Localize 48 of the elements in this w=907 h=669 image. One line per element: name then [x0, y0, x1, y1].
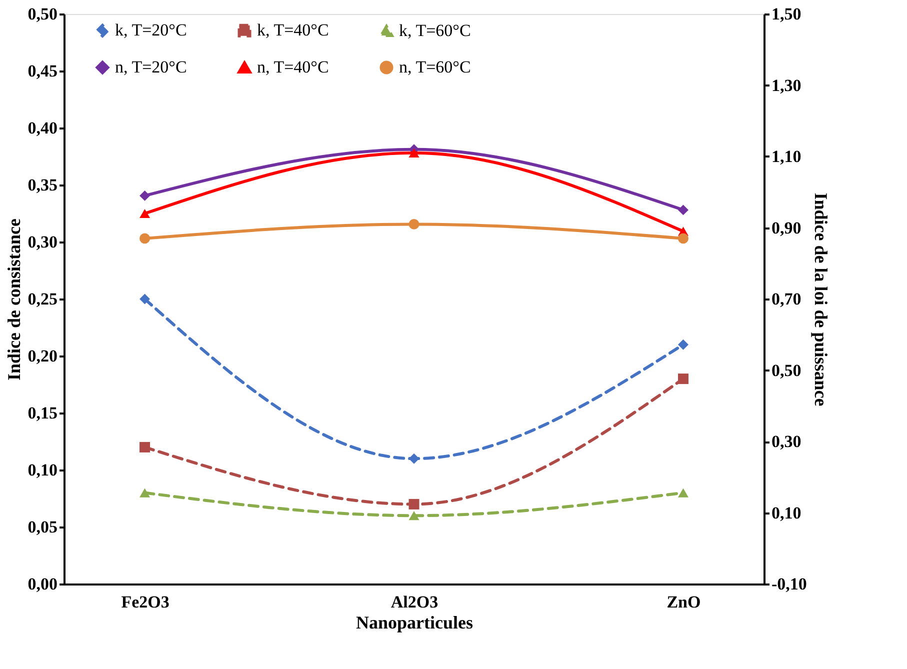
point	[140, 442, 150, 452]
x-tick-label: Al2O3	[390, 592, 438, 612]
legend-label: n, T=60°C	[399, 58, 471, 76]
y-tick-label: 0,15	[28, 404, 58, 422]
point	[678, 488, 688, 498]
point	[140, 208, 150, 218]
y2-tick-label: 0,10	[772, 503, 802, 522]
x-tick-label: ZnO	[666, 592, 701, 612]
y2-tick-label: -0,10	[772, 574, 807, 594]
point	[678, 339, 688, 350]
y-axis-title: Indice de consistance	[4, 218, 24, 380]
legend-label: k, T=40°C	[257, 20, 329, 40]
legend-label: n, T=40°C	[257, 58, 329, 76]
y2-axis-title: Indice de la loi de puissance	[810, 192, 831, 406]
point	[678, 204, 688, 216]
y-tick-label: 0,30	[28, 232, 58, 252]
point	[140, 233, 150, 244]
y-tick-label: 0,10	[28, 460, 58, 480]
y-tick-label: 0,05	[28, 518, 58, 536]
point	[140, 488, 150, 498]
y-tick-label: 0,45	[28, 62, 58, 80]
y2-tick-label: 0,30	[772, 432, 802, 451]
point	[408, 148, 420, 158]
y-tick-label: 0,50	[28, 4, 58, 24]
point	[678, 233, 688, 244]
legend-label: k, T=60°C	[399, 20, 471, 40]
y-tick-label: 0,35	[28, 176, 58, 194]
legend-label: n, T=20°C	[115, 58, 187, 76]
point	[408, 511, 420, 520]
y2-tick-label: 1,50	[772, 4, 802, 24]
point	[678, 374, 688, 384]
point	[140, 294, 150, 304]
x-axis-title: Nanoparticules	[356, 612, 473, 632]
legend-label: k, T=20°C	[115, 20, 187, 40]
point	[140, 190, 150, 201]
y-tick-label: 0,40	[28, 118, 58, 138]
y2-tick-label: 1,30	[772, 76, 802, 95]
y2-tick-label: 0,90	[772, 218, 802, 238]
y-tick-label: 0,20	[28, 346, 58, 366]
y-tick-label: 0,25	[28, 290, 58, 308]
point	[408, 498, 420, 510]
y2-tick-label: 0,50	[772, 360, 802, 380]
x-tick-label: Fe2O3	[121, 592, 170, 612]
point	[408, 453, 420, 464]
y-tick-label: 0,00	[28, 574, 58, 594]
y2-tick-label: 1,10	[772, 147, 802, 166]
point	[408, 218, 420, 230]
y2-tick-label: 0,70	[772, 290, 802, 308]
